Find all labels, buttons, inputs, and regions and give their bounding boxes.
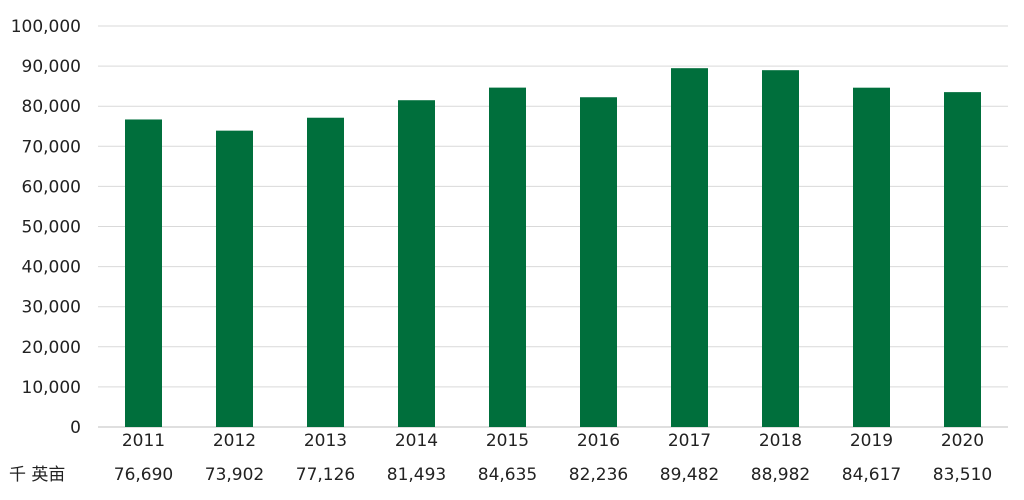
- y-tick-label: 60,000: [22, 177, 81, 197]
- x-tick-label: 2016: [577, 431, 620, 451]
- data-label: 81,493: [387, 465, 446, 485]
- y-tick-label: 0: [70, 418, 81, 438]
- data-label: 83,510: [933, 465, 992, 485]
- y-tick-label: 70,000: [22, 137, 81, 157]
- bar: [398, 100, 435, 427]
- x-tick-label: 2015: [486, 431, 529, 451]
- x-axis-ticks: 2011 2012 2013 2014 2015 2016 2017 2018 2019 2020: [122, 431, 984, 451]
- data-label: 88,982: [751, 465, 810, 485]
- unit-label: 千 英亩: [9, 465, 65, 485]
- data-label: 89,482: [660, 465, 719, 485]
- y-axis-ticks: 0 10,000 20,000 30,000 40,000 50,000 60,000 70,…: [11, 17, 81, 438]
- data-label: 82,236: [569, 465, 628, 485]
- data-label: 84,635: [478, 465, 537, 485]
- x-tick-label: 2019: [850, 431, 893, 451]
- x-tick-label: 2018: [759, 431, 802, 451]
- bar: [944, 92, 981, 427]
- x-tick-label: 2017: [668, 431, 711, 451]
- x-tick-label: 2020: [941, 431, 984, 451]
- bar: [762, 70, 799, 427]
- bar: [125, 119, 162, 428]
- bar: [580, 97, 617, 427]
- y-tick-label: 10,000: [22, 378, 81, 398]
- y-tick-label: 100,000: [11, 17, 81, 37]
- y-tick-label: 20,000: [22, 338, 81, 358]
- bar: [489, 87, 526, 427]
- value-table: 千 英亩 76,690 73,902 77,126 81,493 84,635 82,23…: [9, 465, 992, 485]
- x-tick-label: 2014: [395, 431, 438, 451]
- data-label: 77,126: [296, 465, 355, 485]
- y-tick-label: 90,000: [22, 57, 81, 77]
- x-tick-label: 2013: [304, 431, 347, 451]
- bar: [853, 87, 890, 428]
- data-label: 73,902: [205, 465, 264, 485]
- y-tick-label: 30,000: [22, 298, 81, 318]
- bar: [216, 130, 253, 427]
- bar: [671, 68, 708, 427]
- y-tick-label: 80,000: [22, 97, 81, 117]
- x-tick-label: 2012: [213, 431, 256, 451]
- data-label: 84,617: [842, 465, 901, 485]
- bars: [125, 68, 981, 428]
- y-tick-label: 50,000: [22, 218, 81, 238]
- y-tick-label: 40,000: [22, 258, 81, 278]
- x-tick-label: 2011: [122, 431, 165, 451]
- data-label: 76,690: [114, 465, 173, 485]
- bar: [307, 117, 344, 428]
